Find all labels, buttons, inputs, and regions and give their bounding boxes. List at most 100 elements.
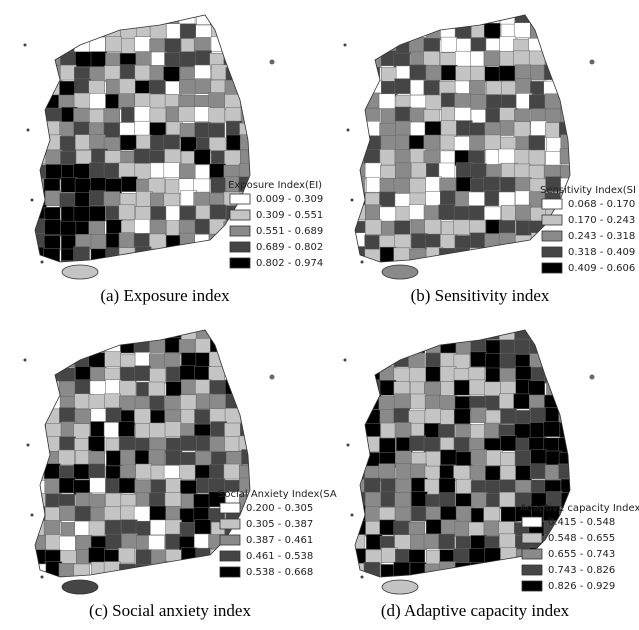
region [45, 134, 62, 151]
region [209, 436, 227, 452]
region [150, 519, 167, 536]
region [380, 491, 398, 508]
region [485, 367, 502, 384]
region [499, 330, 516, 342]
region [46, 65, 63, 81]
region [456, 162, 473, 178]
region [73, 246, 90, 262]
region [223, 37, 241, 53]
region [426, 64, 443, 81]
region [498, 232, 516, 249]
region [453, 219, 471, 236]
legend-label: 0.068 - 0.170 [568, 199, 635, 210]
region [165, 576, 183, 577]
region [238, 51, 250, 68]
region [395, 478, 412, 495]
region [135, 549, 153, 565]
region [148, 534, 165, 551]
region [150, 206, 167, 222]
region [365, 520, 382, 537]
region [35, 535, 48, 551]
region [378, 93, 396, 110]
region [544, 337, 562, 354]
region [164, 148, 181, 165]
region [514, 149, 531, 165]
ulleung-island [589, 374, 595, 380]
region [498, 248, 516, 262]
region [74, 505, 92, 522]
region [355, 576, 366, 577]
region [60, 25, 78, 41]
region [409, 435, 426, 452]
region [355, 422, 367, 439]
region [355, 38, 367, 55]
region [106, 450, 123, 466]
region [498, 65, 516, 82]
region [35, 330, 46, 340]
region [470, 449, 488, 465]
region [194, 519, 212, 535]
region [366, 262, 382, 277]
region [455, 478, 473, 495]
region [103, 108, 121, 124]
region [225, 393, 242, 410]
region [355, 395, 366, 412]
region [149, 395, 166, 411]
caption: (b) Sensitivity index [411, 286, 550, 305]
region [135, 578, 151, 593]
region [196, 263, 212, 278]
region [530, 449, 547, 466]
region [35, 66, 48, 83]
islet [343, 43, 347, 47]
region [119, 64, 137, 80]
region [379, 519, 396, 536]
islet [350, 513, 354, 517]
region [514, 64, 532, 81]
region [528, 164, 546, 181]
region [454, 520, 472, 537]
region [88, 394, 106, 410]
region [194, 149, 211, 165]
region [380, 135, 398, 151]
region [60, 220, 77, 237]
region [164, 492, 182, 508]
legend-title: Adaptive capacity Index(A [520, 503, 639, 514]
region [118, 575, 135, 577]
region [395, 338, 413, 354]
region [394, 220, 411, 236]
region [35, 352, 46, 369]
region [73, 563, 90, 577]
region [469, 232, 487, 249]
region [440, 234, 457, 250]
region [454, 107, 472, 123]
region [149, 505, 167, 522]
region [44, 394, 61, 411]
region [103, 422, 121, 438]
region [423, 80, 441, 96]
legend-swatch [229, 241, 251, 253]
legend-title: Exposure Index(EI) [228, 180, 322, 191]
region [484, 190, 501, 207]
region [148, 576, 165, 577]
region [35, 52, 47, 69]
region [515, 262, 531, 277]
region [148, 381, 165, 398]
region [349, 263, 365, 278]
region [528, 380, 545, 396]
region [120, 24, 137, 40]
region [59, 80, 76, 97]
region [119, 78, 136, 95]
jeju-island [381, 579, 419, 595]
region [355, 437, 368, 453]
legend-swatch [219, 550, 241, 562]
region [426, 262, 442, 277]
map-regions [355, 330, 570, 577]
region [211, 22, 228, 39]
legend-swatch [219, 502, 241, 514]
islet [360, 575, 364, 579]
region [470, 351, 487, 368]
region [438, 477, 456, 494]
region [238, 394, 250, 411]
region [515, 190, 532, 207]
region [89, 366, 107, 383]
